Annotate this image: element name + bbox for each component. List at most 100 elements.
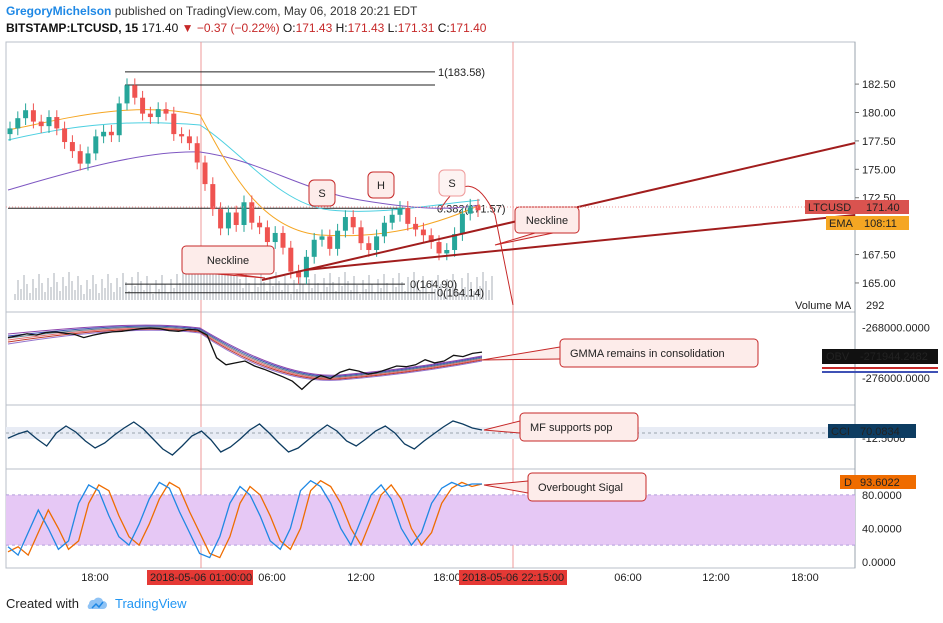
ema-tag-name: EMA: [829, 218, 854, 230]
volume-bar: [392, 278, 394, 300]
indicator-callout-pointer: [483, 420, 521, 434]
candle-body: [335, 230, 341, 249]
volume-bar: [401, 282, 403, 300]
candle-body: [272, 232, 278, 243]
volume-bar: [431, 280, 433, 300]
price-tick-label-3: 175.00: [862, 164, 896, 176]
volume-bar: [443, 293, 445, 300]
price-tick-label-1: 180.00: [862, 108, 896, 120]
indicator-callout-box-0: [559, 338, 759, 368]
volume-bar: [212, 270, 214, 300]
volume-bar: [467, 273, 469, 300]
time-tick-label-4: 06:00: [614, 572, 642, 584]
volume-bar: [14, 294, 16, 300]
cci-tag-name-box: [828, 424, 856, 438]
candle-body: [93, 136, 99, 154]
indicator-callout-box-1: [519, 412, 639, 442]
symbol-info: BITSTAMP:LTCUSD, 15 171.40 ▼ −0.37 (−0.2…: [6, 21, 486, 35]
candle-body: [303, 256, 309, 278]
time-marker-label-1: 2018-05-06 22:15:00: [462, 572, 564, 584]
volume-bar: [17, 280, 19, 300]
volume-bar: [404, 291, 406, 300]
pattern-label-2: S: [448, 178, 455, 190]
volume-bar: [395, 287, 397, 300]
obv-tick-label-1: -276000.0000: [862, 373, 930, 385]
volume-bar: [350, 290, 352, 300]
volume-bar: [446, 279, 448, 300]
stoch-k-line: [7, 479, 482, 559]
last-price: 171.40: [141, 21, 179, 35]
volume-bar: [191, 253, 193, 300]
volume-bar: [140, 281, 142, 300]
fib-label-0: 1(183.58): [438, 67, 485, 79]
obv-tag-value: -271944.2482: [860, 351, 928, 363]
volume-bar: [104, 288, 106, 300]
time-tick-label-1: 06:00: [258, 572, 286, 584]
volume-bar: [74, 290, 76, 300]
time-tick-label-5: 12:00: [702, 572, 730, 584]
chart-canvas[interactable]: 182.50180.00177.50175.00172.50167.50165.…: [0, 0, 943, 590]
candle-body: [389, 214, 395, 223]
candle-body: [366, 243, 372, 250]
volume-bar: [221, 274, 223, 300]
volume-bar: [44, 292, 46, 300]
volume-bar: [182, 272, 184, 300]
candle-body: [85, 153, 91, 164]
volume-bar: [290, 294, 292, 300]
volume-bar: [449, 288, 451, 300]
last-price-tag-name: LTCUSD: [808, 202, 851, 214]
cci-line: [7, 420, 483, 456]
candle-body: [54, 117, 60, 129]
volume-bar: [359, 294, 361, 300]
candle-body: [428, 235, 434, 243]
volume-bar: [242, 288, 244, 300]
volume-bar: [194, 262, 196, 300]
volume-bar: [197, 271, 199, 300]
volume-bar: [113, 292, 115, 300]
tradingview-brand[interactable]: TradingView: [114, 596, 187, 611]
volume-bar: [56, 282, 58, 300]
volume-bar: [452, 274, 454, 300]
pattern-label-1: H: [377, 180, 385, 192]
volume-bar: [203, 266, 205, 300]
volume-bar: [308, 279, 310, 300]
indicator-callout-pointer: [483, 480, 529, 494]
pattern-label-0: S: [318, 188, 325, 200]
volume-bar: [269, 277, 271, 300]
volume-bar: [185, 258, 187, 300]
low-label: L:: [387, 21, 398, 35]
candle-body: [69, 142, 75, 152]
volume-bar: [83, 294, 85, 300]
volume-bar: [377, 279, 379, 300]
candle-body: [436, 242, 442, 254]
indicator-callout-1: MF supports pop: [530, 422, 613, 434]
candle-body: [225, 212, 231, 229]
volume-bar: [344, 272, 346, 300]
volume-bar: [224, 260, 226, 300]
volume-bar: [335, 291, 337, 300]
open-label: O:: [282, 21, 296, 35]
volume-bar: [170, 279, 172, 300]
candle-body: [257, 222, 263, 228]
neckline-lower-trend: [304, 214, 856, 271]
time-marker-label-0: 2018-05-06 01:00:00: [150, 572, 252, 584]
candle-body: [186, 136, 192, 144]
pattern-label-box-2: [438, 169, 466, 197]
volume-bar: [365, 289, 367, 300]
volume-bar: [491, 276, 493, 300]
author-name[interactable]: GregoryMichelson: [6, 4, 112, 18]
obv-tag-name: OBV: [826, 351, 850, 363]
close-label: C:: [437, 21, 450, 35]
volume-bar: [299, 275, 301, 300]
pattern-label-box-1: [367, 171, 395, 199]
candle-body: [171, 113, 177, 135]
volume-bar: [188, 267, 190, 300]
gmma-ribbon-line-1: [7, 325, 483, 377]
volume-bar: [101, 279, 103, 300]
cci-tag-value-box: [856, 424, 916, 438]
volume-bar: [329, 273, 331, 300]
volume-bar: [59, 291, 61, 300]
volume-bar: [422, 276, 424, 300]
callout-box-0: [181, 245, 275, 275]
volume-ma-label: Volume MA: [795, 300, 852, 312]
